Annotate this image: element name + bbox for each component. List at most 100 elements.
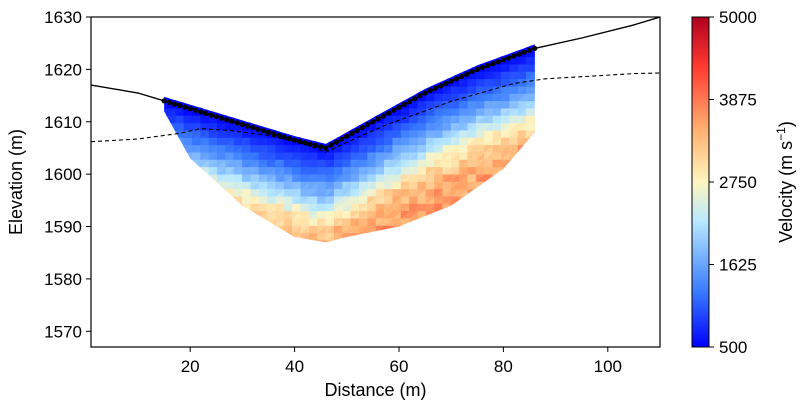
model-cell <box>166 210 177 219</box>
geophone-marker <box>187 106 193 112</box>
model-cell <box>483 217 494 226</box>
model-cell <box>525 151 535 160</box>
y-axis-ticks: 1570 1580 1590 1600 1610 1620 1630 <box>44 8 91 341</box>
model-cell <box>459 225 469 234</box>
model-cell <box>217 195 227 205</box>
model-cell <box>467 232 477 241</box>
model-cell <box>174 210 185 219</box>
model-cell <box>191 173 202 183</box>
model-cell <box>434 239 444 243</box>
model-cell <box>164 202 168 212</box>
geophone-marker <box>521 49 527 55</box>
model-cell <box>191 202 201 212</box>
model-cell <box>183 217 193 226</box>
geophone-marker <box>292 137 298 143</box>
geophone-marker <box>391 107 397 113</box>
model-cell <box>375 232 385 241</box>
model-cell <box>450 232 461 241</box>
model-cell <box>534 203 535 212</box>
model-cell <box>164 144 168 153</box>
model-cell <box>475 232 486 241</box>
model-cell <box>225 195 235 205</box>
model-cell <box>533 217 535 226</box>
model-cell <box>191 181 202 190</box>
model-cell <box>166 232 177 241</box>
model-cell <box>200 195 210 205</box>
model-cell <box>233 232 243 241</box>
geophone-marker <box>516 51 522 57</box>
model-cell <box>517 158 527 168</box>
model-cell <box>525 224 535 234</box>
geophone-marker <box>161 98 167 104</box>
colorbar-tick-label: 5000 <box>719 8 757 27</box>
model-cell <box>400 232 411 241</box>
geophone-marker <box>182 104 188 110</box>
model-cell <box>534 85 535 95</box>
model-cell <box>526 144 535 153</box>
geophone-marker <box>495 59 501 65</box>
model-cell <box>249 217 260 226</box>
geophone-marker <box>318 144 324 150</box>
geophone-marker <box>245 123 251 129</box>
model-cell <box>200 210 210 219</box>
model-cell <box>166 144 176 153</box>
model-cell <box>500 239 510 243</box>
y-tick-label: 1620 <box>44 60 82 79</box>
model-cell <box>249 239 260 243</box>
model-cell <box>450 239 461 243</box>
model-cell <box>267 232 277 241</box>
model-cell <box>233 217 244 227</box>
model-cell <box>242 225 252 234</box>
model-cell <box>425 217 436 227</box>
model-cell <box>467 225 478 234</box>
model-cell <box>300 239 310 243</box>
model-cell <box>442 217 452 227</box>
model-cell <box>475 232 485 241</box>
model-cell <box>250 115 260 124</box>
geophone-marker <box>323 145 329 151</box>
model-cell <box>191 180 201 190</box>
model-cell <box>258 239 268 243</box>
model-cell <box>191 188 202 197</box>
model-cell <box>258 239 269 243</box>
model-cell <box>375 239 385 243</box>
model-cell <box>166 224 176 234</box>
model-cell <box>166 136 176 146</box>
model-cell <box>233 232 244 241</box>
model-cell <box>425 232 436 241</box>
model-cell <box>534 100 535 109</box>
model-cell <box>450 224 460 234</box>
model-cell <box>200 100 210 109</box>
model-cell <box>508 180 519 190</box>
model-cell <box>166 239 176 243</box>
model-cell <box>425 224 435 234</box>
model-cell <box>534 195 535 205</box>
geophone-marker <box>448 78 454 84</box>
model-cell <box>225 210 235 219</box>
model-cell <box>199 224 210 234</box>
x-tick-label: 20 <box>181 357 200 376</box>
x-tick-label: 100 <box>594 357 622 376</box>
model-cell <box>409 232 419 241</box>
model-cell <box>525 180 535 190</box>
model-cell <box>534 122 535 131</box>
model-cell <box>208 210 218 219</box>
model-cell <box>525 239 535 243</box>
model-cell <box>501 210 511 219</box>
model-cell <box>164 173 169 183</box>
model-cell <box>166 217 177 227</box>
model-cell <box>258 225 269 234</box>
model-cell <box>483 180 494 190</box>
model-cell <box>164 225 169 234</box>
model-cell <box>275 239 285 243</box>
model-cell <box>274 122 285 131</box>
geophone-marker <box>469 69 475 75</box>
model-cell <box>183 202 193 212</box>
colorbar-label-close: ) <box>776 121 796 127</box>
model-cell <box>442 224 452 234</box>
model-cell <box>166 195 177 205</box>
model-cell <box>416 217 427 226</box>
model-cell <box>442 239 452 243</box>
geophone-marker <box>271 131 277 137</box>
y-tick-label: 1630 <box>44 8 82 27</box>
